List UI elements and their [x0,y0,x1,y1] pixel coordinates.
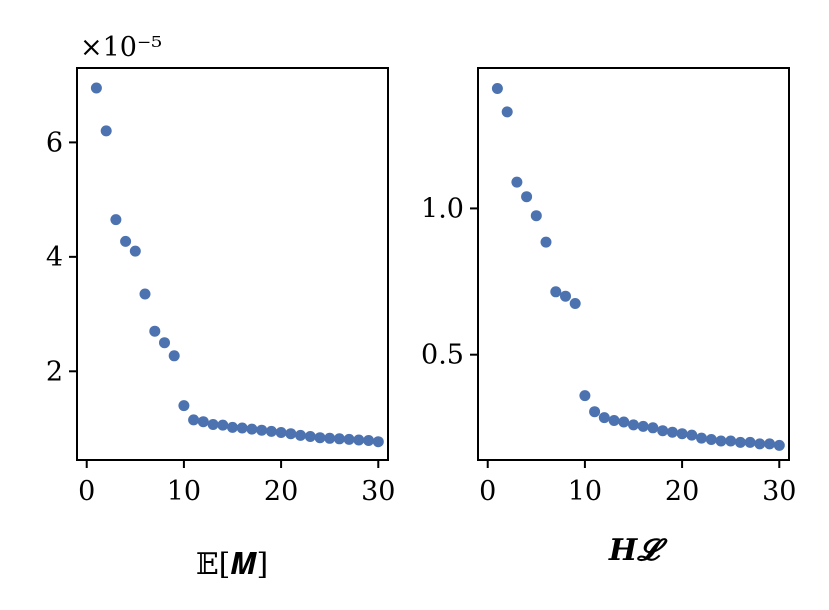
data-point [197,416,209,428]
data-point [246,423,258,435]
data-point [511,176,523,188]
data-point [236,422,248,434]
x-tick-label: 10 [568,476,602,507]
data-point [295,429,306,441]
data-point [265,425,277,437]
data-point [686,429,698,441]
x-tick-label: 30 [361,476,395,507]
right-plot-frame [477,67,790,461]
right-x-axis-label: 𝑯𝓛 [608,533,668,568]
left-plot-frame [76,67,389,461]
data-point [744,436,756,448]
y-tick-label: 4 [46,242,63,273]
x-tick-label: 30 [762,476,796,507]
data-point [773,439,785,451]
data-point [324,432,336,444]
data-point [560,290,571,302]
data-point [207,419,219,430]
data-point [598,412,610,424]
data-point [372,436,384,448]
data-point [168,350,180,362]
data-point [550,286,562,298]
data-point [314,432,326,444]
data-point [696,432,707,444]
data-point [569,298,581,309]
data-point [608,415,620,426]
data-point [589,406,601,418]
data-point [149,325,161,337]
data-point [120,235,132,247]
data-point [618,416,630,428]
data-point [304,431,316,442]
data-point [100,125,112,137]
y-tick-label: 1.0 [421,193,464,224]
data-point [501,106,513,118]
data-point [256,424,268,436]
data-point [521,191,533,203]
data-point [705,434,717,445]
left-data-points [90,82,384,448]
data-point [754,438,766,450]
data-point [637,420,649,432]
data-point [217,419,229,431]
data-point [764,438,776,450]
data-point [227,421,238,433]
data-point [628,419,639,431]
data-point [530,210,542,222]
data-point [188,414,200,426]
data-point [734,436,746,448]
data-point [110,214,122,226]
data-point [540,236,552,248]
data-point [353,434,365,446]
data-point [666,426,678,438]
left-y-ticks: 2 4 6 [46,127,77,387]
data-point [363,435,375,446]
right-y-ticks: 0.5 1.0 [421,193,478,371]
x-tick-label: 20 [264,476,298,507]
y-tick-label: 6 [46,127,63,158]
data-point [159,337,170,349]
x-tick-label: 20 [665,476,699,507]
right-x-ticks: 0 10 20 30 [479,460,796,507]
x-tick-label: 0 [479,476,496,507]
data-point [139,288,151,300]
data-point [285,428,297,440]
data-point [676,428,688,440]
data-point [647,422,659,434]
data-point [178,400,190,412]
data-point [657,425,669,437]
data-point [725,435,737,447]
y-tick-label: 2 [46,356,63,387]
left-offset-label: ×10⁻⁵ [80,32,162,63]
left-panel: 0 10 20 30 2 4 6 ×10⁻⁵ 𝔼[𝑴] [46,32,396,582]
data-point [343,433,355,445]
left-x-ticks: 0 10 20 30 [78,460,395,507]
data-point [129,245,141,257]
data-point [715,435,727,447]
right-data-points [491,83,785,451]
right-panel: 0 10 20 30 0.5 1.0 𝑯𝓛 [421,67,796,568]
data-point [275,427,287,438]
data-point [90,82,102,94]
y-tick-label: 0.5 [421,340,464,371]
x-tick-label: 0 [78,476,95,507]
left-x-axis-label: 𝔼[𝑴] [196,547,268,582]
data-point [491,83,503,94]
x-tick-label: 10 [167,476,201,507]
data-point [579,390,591,402]
data-point [333,433,345,445]
